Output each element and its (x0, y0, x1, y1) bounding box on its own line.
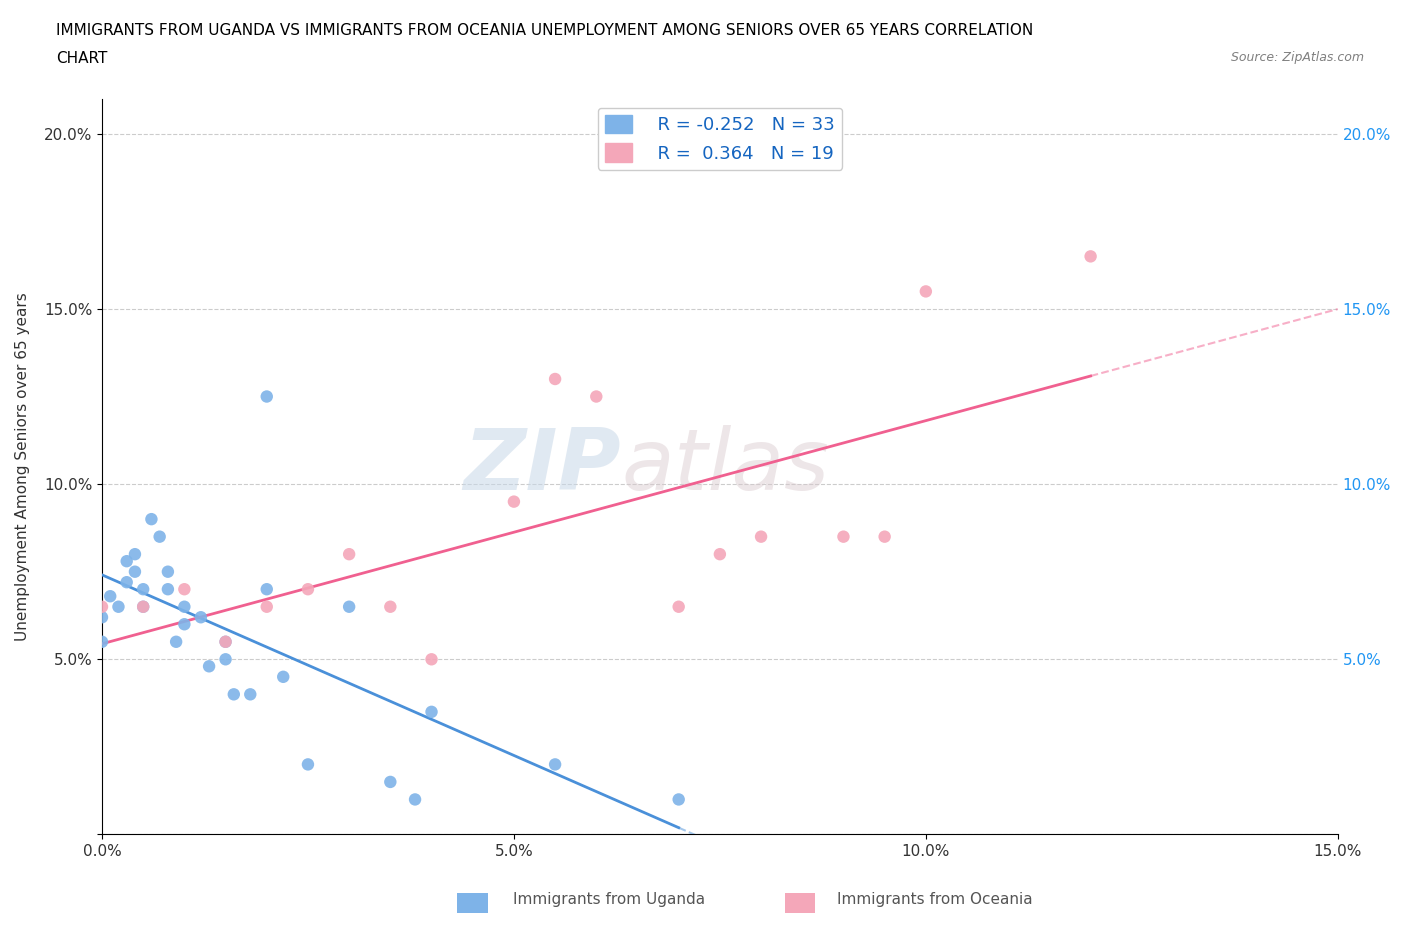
Point (239, 687, 262, 702)
Point (124, 565, 146, 579)
Point (149, 529, 172, 544)
Point (668, 599, 690, 614)
Point (585, 389, 607, 404)
Point (91, 599, 114, 614)
Point (115, 575, 138, 590)
Point (156, 565, 179, 579)
Point (214, 652, 236, 667)
Point (165, 634, 187, 649)
Point (132, 599, 155, 614)
Point (91, 634, 114, 649)
Point (173, 617, 195, 631)
Point (214, 634, 236, 649)
Point (173, 599, 195, 614)
Point (297, 582, 319, 597)
Point (173, 582, 195, 597)
Point (668, 792, 690, 807)
Point (115, 553, 138, 568)
Point (914, 284, 936, 299)
Point (337, 599, 360, 614)
Point (214, 634, 236, 649)
Point (271, 670, 294, 684)
Point (156, 582, 179, 597)
Y-axis label: Unemployment Among Seniors over 65 years: Unemployment Among Seniors over 65 years (15, 292, 30, 641)
Point (141, 512, 163, 526)
Point (832, 529, 855, 544)
Point (98, 589, 121, 604)
Point (190, 610, 212, 625)
Text: ZIP: ZIP (464, 425, 621, 508)
Point (503, 494, 526, 509)
Text: Immigrants from Uganda: Immigrants from Uganda (513, 892, 706, 907)
Point (544, 372, 567, 387)
Point (198, 658, 221, 673)
Text: atlas: atlas (621, 425, 830, 508)
Point (380, 599, 402, 614)
Point (1080, 249, 1102, 264)
Point (256, 389, 278, 404)
Point (132, 599, 155, 614)
Point (107, 599, 129, 614)
Point (404, 792, 426, 807)
Point (222, 687, 245, 702)
Text: Immigrants from Oceania: Immigrants from Oceania (837, 892, 1032, 907)
Point (873, 529, 896, 544)
Point (709, 547, 731, 562)
Point (544, 757, 567, 772)
Text: IMMIGRANTS FROM UGANDA VS IMMIGRANTS FROM OCEANIA UNEMPLOYMENT AMONG SENIORS OVE: IMMIGRANTS FROM UGANDA VS IMMIGRANTS FRO… (56, 23, 1033, 38)
Point (91, 610, 114, 625)
Text: Source: ZipAtlas.com: Source: ZipAtlas.com (1230, 51, 1364, 64)
Point (132, 582, 155, 597)
Point (420, 652, 443, 667)
Point (256, 582, 278, 597)
Point (749, 529, 772, 544)
Text: CHART: CHART (56, 51, 108, 66)
Point (124, 547, 146, 562)
Point (337, 547, 360, 562)
Point (256, 599, 278, 614)
Legend:   R = -0.252   N = 33,   R =  0.364   N = 19: R = -0.252 N = 33, R = 0.364 N = 19 (598, 108, 842, 170)
Point (380, 775, 402, 790)
Point (420, 704, 443, 719)
Point (297, 757, 319, 772)
